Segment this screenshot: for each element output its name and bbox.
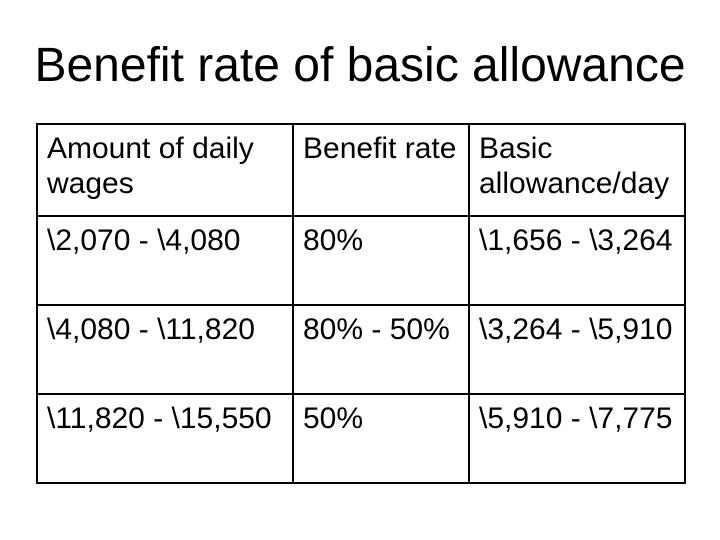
cell-row3-allowance: \5,910 - \7,775 [468,393,686,484]
benefit-rate-table: Amount of daily wages Benefit rate Basic… [36,123,686,484]
table-header-row: Amount of daily wages Benefit rate Basic… [36,123,686,217]
cell-row3-rate: 50% [292,393,470,484]
cell-row1-allowance: \1,656 - \3,264 [468,215,686,306]
cell-row3-wages: \11,820 - \15,550 [36,393,294,484]
cell-row2-wages: \4,080 - \11,820 [36,304,294,395]
table-row-1: \2,070 - \4,080 80% \1,656 - \3,264 [36,215,686,306]
table-row-3: \11,820 - \15,550 50% \5,910 - \7,775 [36,393,686,484]
header-cell-daily-wages: Amount of daily wages [36,123,294,217]
table-row-2: \4,080 - \11,820 80% - 50% \3,264 - \5,9… [36,304,686,395]
cell-row1-wages: \2,070 - \4,080 [36,215,294,306]
slide-title: Benefit rate of basic allowance [34,39,686,92]
cell-row2-allowance: \3,264 - \5,910 [468,304,686,395]
header-cell-benefit-rate: Benefit rate [292,123,470,217]
cell-row2-rate: 80% - 50% [292,304,470,395]
cell-row1-rate: 80% [292,215,470,306]
header-cell-basic-allowance: Basic allowance/day [468,123,686,217]
